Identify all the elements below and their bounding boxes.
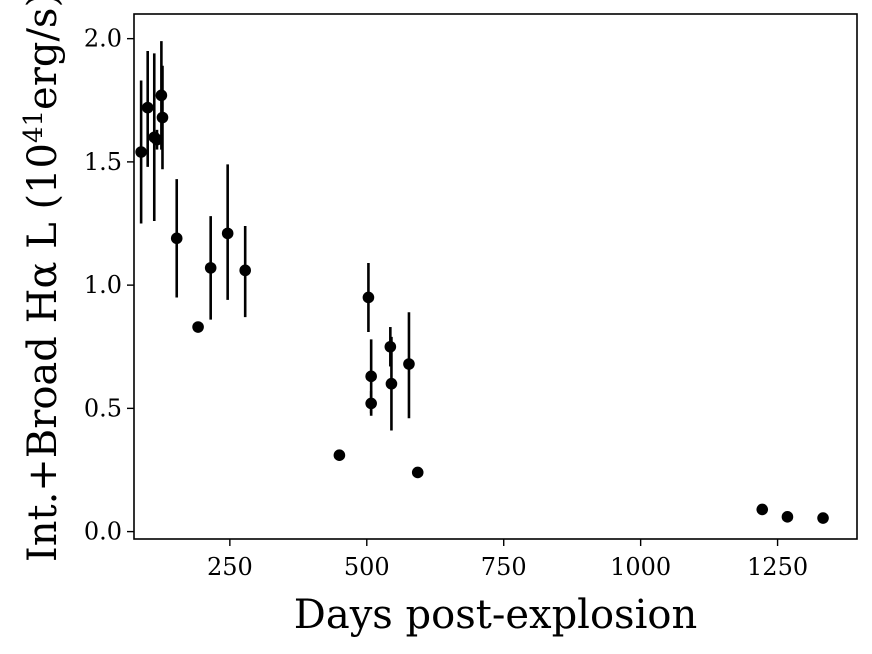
y-tick-label: 0.5 <box>84 394 122 422</box>
y-tick-label: 1.0 <box>84 271 122 299</box>
y-tick-label: 0.0 <box>84 518 122 546</box>
data-point <box>170 232 183 245</box>
y-tick-label: 2.0 <box>84 25 122 53</box>
y-tick-label: 1.5 <box>84 148 122 176</box>
data-point <box>365 397 377 410</box>
data-point <box>365 370 377 383</box>
data-point <box>141 101 154 114</box>
data-point <box>817 512 829 524</box>
data-point <box>151 133 163 146</box>
x-tick-label: 500 <box>344 553 390 581</box>
data-point <box>411 466 424 479</box>
data-point <box>384 340 397 353</box>
points-layer <box>135 89 829 524</box>
y-axis-label-superscript: 41 <box>19 110 49 143</box>
plot-frame <box>133 13 858 540</box>
data-point <box>756 503 769 516</box>
x-tick-label: 1250 <box>747 553 808 581</box>
y-axis-label-prefix: Int.+Broad Hα L (10 <box>20 143 66 562</box>
data-point <box>781 511 794 523</box>
data-point <box>156 111 169 124</box>
data-point <box>155 89 168 102</box>
x-tick-label: 1000 <box>610 553 671 581</box>
x-axis-label: Days post-explosion <box>294 592 697 638</box>
data-point <box>403 358 415 370</box>
data-point <box>221 227 234 240</box>
data-point <box>204 262 217 274</box>
x-tick-label: 250 <box>207 553 253 581</box>
data-point <box>333 449 346 461</box>
data-point <box>239 264 251 277</box>
data-point <box>192 321 204 333</box>
data-point <box>135 146 147 158</box>
y-axis-label: Int.+Broad Hα L (1041erg/s) <box>19 0 66 562</box>
data-point <box>385 377 398 390</box>
data-point <box>362 291 375 304</box>
y-axis-ticks: 0.0 0.5 1.0 1.5 2.0 <box>84 25 134 546</box>
x-axis-ticks: 250 500 750 1000 1250 <box>207 539 808 581</box>
y-axis-label-suffix: erg/s) <box>20 0 66 110</box>
x-tick-label: 750 <box>481 553 527 581</box>
